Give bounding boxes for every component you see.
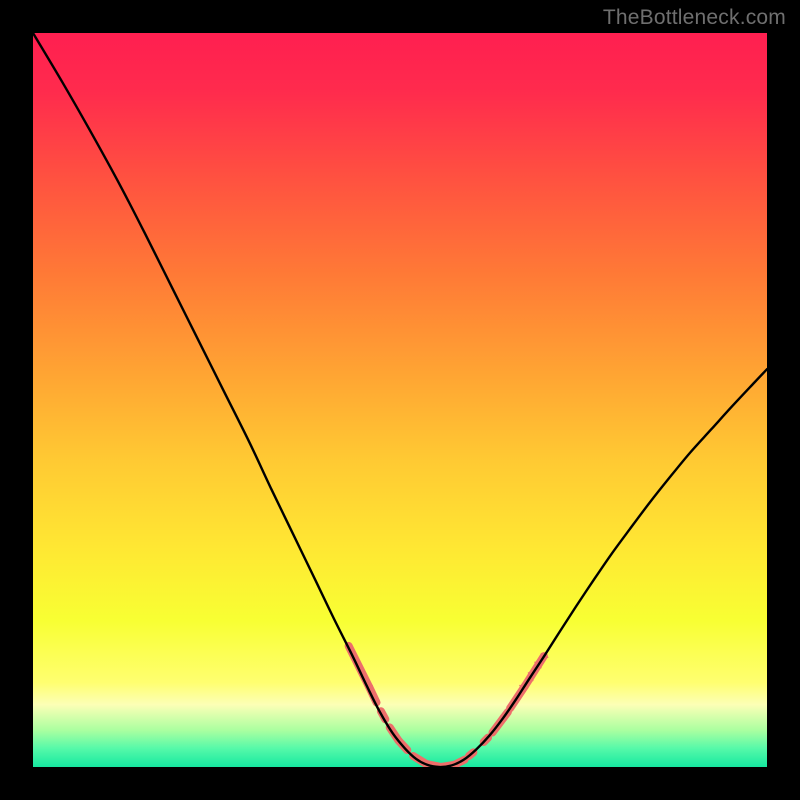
watermark-text: TheBottleneck.com (603, 6, 786, 30)
chart-frame: TheBottleneck.com (0, 0, 800, 800)
gradient-background (33, 33, 767, 767)
plot-svg (33, 33, 767, 767)
plot-area (33, 33, 767, 767)
